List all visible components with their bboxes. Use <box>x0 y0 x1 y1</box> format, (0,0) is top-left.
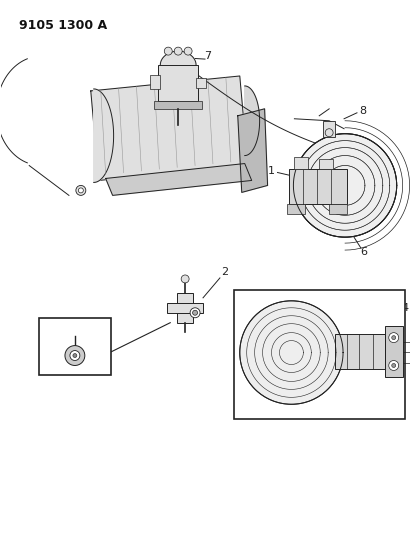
Bar <box>39 318 111 375</box>
Text: 2: 2 <box>221 267 229 277</box>
Text: 6: 6 <box>246 409 253 419</box>
Text: 9105 1300 A: 9105 1300 A <box>19 19 107 33</box>
Circle shape <box>293 134 397 237</box>
Bar <box>319 158 333 168</box>
Polygon shape <box>238 109 268 192</box>
Bar <box>158 65 198 101</box>
Bar <box>335 334 385 369</box>
Circle shape <box>70 351 80 360</box>
Bar <box>323 121 335 136</box>
Polygon shape <box>91 76 248 181</box>
Bar <box>289 168 347 204</box>
Circle shape <box>181 275 189 283</box>
Polygon shape <box>160 51 196 65</box>
Circle shape <box>79 188 83 193</box>
Circle shape <box>392 364 396 367</box>
Bar <box>287 204 305 214</box>
Bar <box>294 157 308 168</box>
Circle shape <box>65 345 85 366</box>
Circle shape <box>76 185 86 196</box>
Bar <box>385 326 403 377</box>
Text: 4: 4 <box>401 303 408 313</box>
Bar <box>234 290 405 419</box>
Text: 7: 7 <box>204 51 212 61</box>
Circle shape <box>240 301 343 404</box>
Polygon shape <box>106 164 252 196</box>
Circle shape <box>174 47 182 55</box>
Circle shape <box>190 308 200 318</box>
Text: 8: 8 <box>359 106 367 116</box>
Polygon shape <box>94 89 113 182</box>
Bar <box>155 101 202 109</box>
Bar <box>167 303 203 313</box>
Bar <box>177 293 193 322</box>
Circle shape <box>164 47 172 55</box>
Circle shape <box>389 333 399 343</box>
Circle shape <box>193 310 198 315</box>
Text: 3: 3 <box>55 320 62 330</box>
Text: 6: 6 <box>360 247 367 257</box>
Circle shape <box>184 47 192 55</box>
Polygon shape <box>245 86 260 156</box>
Bar <box>150 75 160 89</box>
Bar <box>329 204 347 214</box>
Circle shape <box>392 336 396 340</box>
Circle shape <box>389 360 399 370</box>
Bar <box>196 78 206 88</box>
Circle shape <box>325 129 333 136</box>
Text: 1: 1 <box>268 166 275 175</box>
Circle shape <box>73 353 77 358</box>
Text: 5: 5 <box>346 392 352 402</box>
